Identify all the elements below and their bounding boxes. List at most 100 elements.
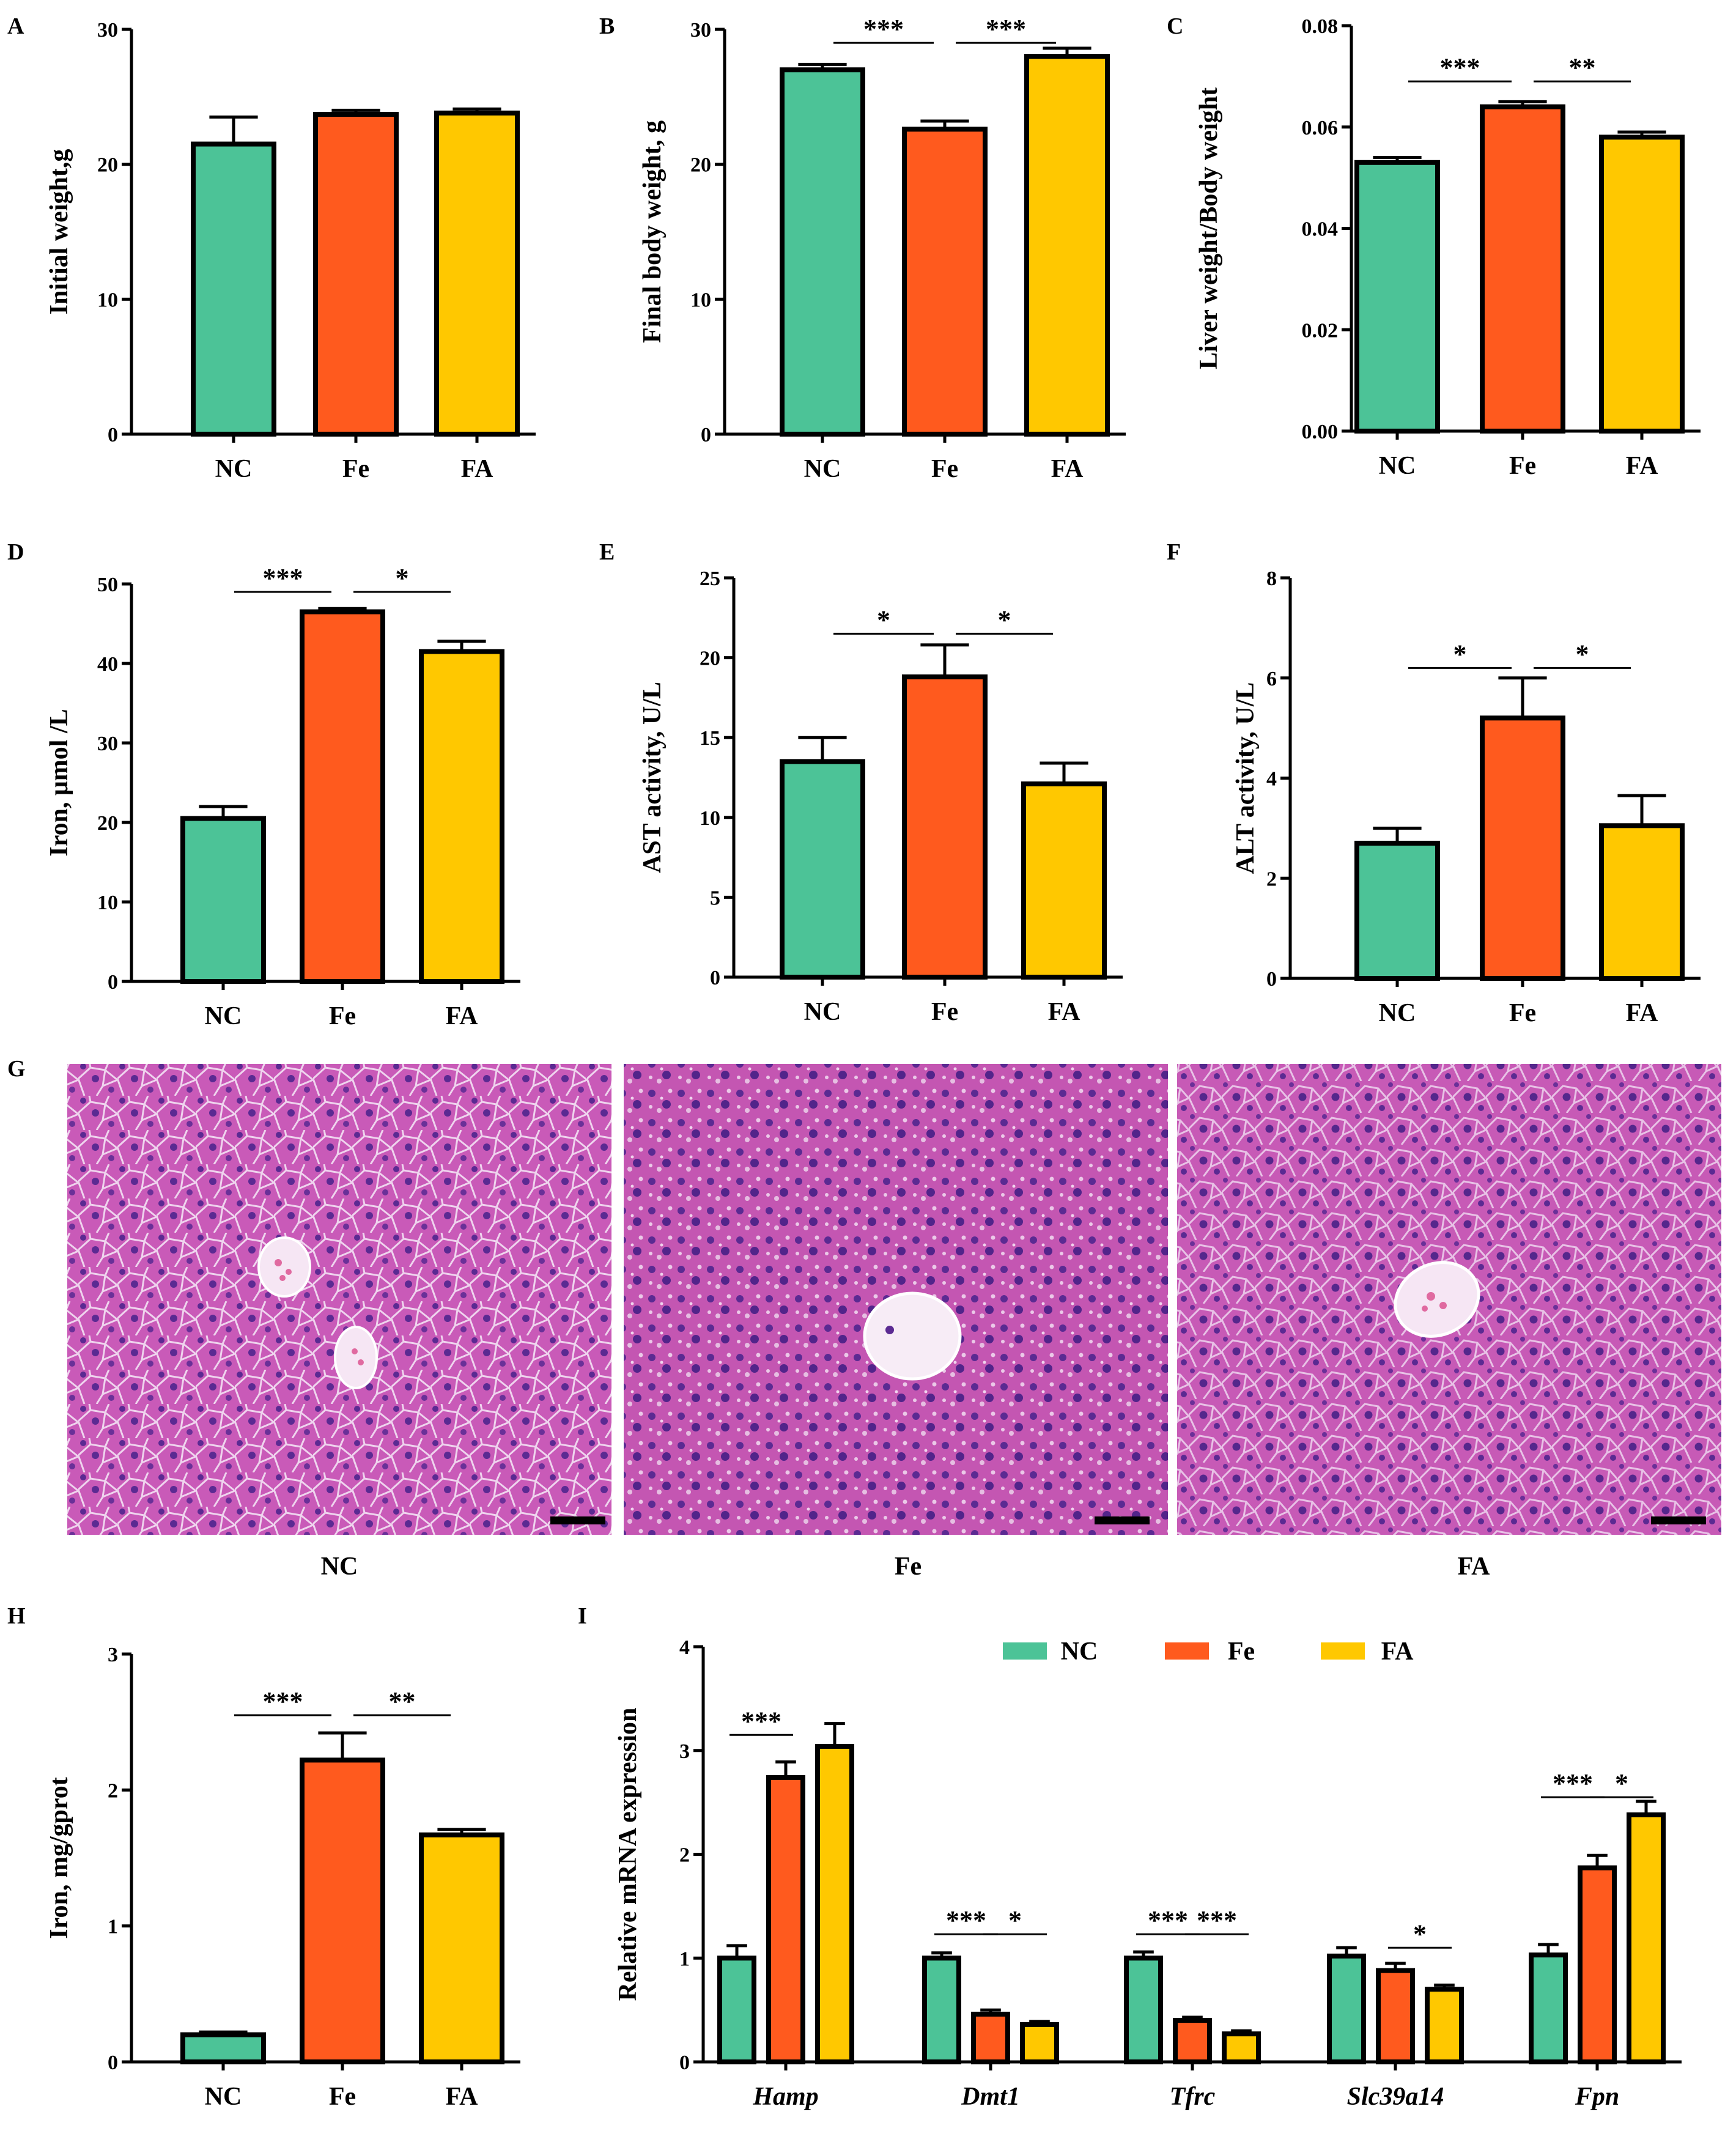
panel-letter-g: G [7, 1056, 26, 1082]
chart-d-y-tick-label: 20 [97, 812, 118, 835]
central-vein [1394, 1261, 1480, 1338]
chart-i-bar-dmt1-nc [922, 1956, 961, 2064]
scale-bar [1651, 1516, 1706, 1524]
chart-b-significance-label: *** [863, 14, 904, 44]
chart-d-y-tick-label: 30 [97, 733, 118, 755]
chart-i-legend-label-fa: FA [1381, 1638, 1414, 1666]
chart-h-y-tick-label: 0 [108, 2052, 118, 2074]
panel-letter-b: B [599, 13, 615, 39]
chart-i-bar-tfrc-fa [1222, 2031, 1261, 2064]
chart-i-significance-label: * [1008, 1905, 1022, 1935]
chart-b-bar-fe [902, 127, 988, 437]
scale-bar [550, 1516, 605, 1524]
chart-e-x-tick-label-fa: FA [1048, 998, 1081, 1026]
chart-c-y-tick-label: 0.00 [1302, 421, 1339, 443]
chart-h-x-tick-label-nc: NC [205, 2083, 242, 2111]
central-vein-1 [257, 1236, 311, 1298]
chart-b-y-tick-label: 20 [690, 154, 711, 177]
micrograph-fe [624, 1064, 1168, 1535]
chart-i-significance-label: *** [741, 1706, 781, 1736]
micrograph-fa [1177, 1064, 1721, 1535]
micrograph-label-nc: NC [321, 1553, 358, 1581]
chart-a-y-tick-label: 0 [108, 424, 118, 446]
chart-i-x-tick-label-slc39a14: Slc39a14 [1347, 2083, 1444, 2111]
chart-d-y-tick-label: 0 [108, 971, 118, 994]
chart-i-bar-tfrc-fe [1173, 2018, 1212, 2065]
chart-e-bar-fe [902, 674, 988, 980]
chart-i-bar-hamp-fa [815, 1743, 854, 2064]
micrograph-nc-tissue [67, 1064, 611, 1535]
chart-d-bar-fa [419, 649, 504, 984]
chart-a-x-tick-label-nc: NC [215, 455, 253, 483]
scale-bar [1095, 1516, 1150, 1524]
panel-letter-h: H [7, 1603, 26, 1629]
chart-i-x-tick-label-hamp: Hamp [752, 2083, 818, 2111]
chart-d-x-tick-label-fa: FA [446, 1002, 479, 1030]
chart-i-bar-slc39a14-fe [1376, 1968, 1415, 2065]
chart-a-bar-fa [434, 110, 520, 437]
chart-i-y-tick-label: 2 [679, 1844, 690, 1867]
chart-c-x-tick-label-fa: FA [1626, 452, 1659, 480]
chart-e-y-tick-label: 5 [710, 887, 720, 909]
chart-a-y-tick-label: 30 [97, 19, 118, 42]
chart-c-y-axis-label: Liver weight/Body weight [1195, 87, 1223, 369]
chart-e-ast-activity: 0 5 10 15 20 25 AST activity, U/L NC Fe FA * * [638, 567, 1123, 1026]
chart-f-y-tick-label: 2 [1266, 868, 1277, 890]
chart-i-bar-dmt1-fe [971, 2011, 1010, 2065]
chart-e-significance-label: * [877, 605, 890, 635]
chart-c-x-tick-label-fe: Fe [1509, 452, 1536, 480]
chart-a-y-tick-label: 20 [97, 154, 118, 177]
chart-c-y-tick-label: 0.02 [1302, 319, 1339, 342]
chart-i-bar-hamp-nc [717, 1956, 756, 2064]
chart-i-bar-dmt1-fa [1020, 2022, 1059, 2064]
chart-b-y-tick-label: 0 [701, 424, 711, 446]
chart-i-significance-label: *** [1553, 1768, 1593, 1798]
chart-c-y-tick-label: 0.08 [1302, 15, 1339, 38]
chart-h-bar-fa [419, 1832, 504, 2065]
chart-c-liver-body-ratio: 0.00 0.02 0.04 0.06 0.08 Liver weight/Body we… [1195, 15, 1701, 480]
chart-h-y-tick-label: 1 [108, 1916, 118, 1938]
chart-i-y-axis-label: Relative mRNA expression [614, 1708, 642, 2001]
chart-h-significance-label: *** [263, 1686, 303, 1716]
chart-i-legend-label-fe: Fe [1228, 1638, 1255, 1666]
chart-i-bar-fpn-fa [1627, 1812, 1666, 2065]
chart-e-y-tick-label: 25 [700, 567, 720, 590]
chart-b-y-tick-label: 30 [690, 19, 711, 42]
micrograph-label-fe: Fe [895, 1553, 922, 1581]
chart-b-final-body-weight: 0 10 20 30 Final body weight, g NC Fe FA *** *** [638, 14, 1126, 483]
panel-letter-a: A [7, 13, 24, 39]
chart-h-bar-fe [300, 1757, 385, 2064]
chart-d-bar-fe [300, 609, 385, 984]
chart-f-alt-activity: 0 2 4 6 8 ALT activity, U/L NC Fe FA * * [1232, 567, 1701, 1027]
chart-e-y-tick-label: 20 [700, 648, 720, 670]
chart-e-y-tick-label: 10 [700, 807, 720, 830]
panel-letter-i: I [578, 1603, 587, 1629]
chart-i-mrna-expression: 0 1 2 3 4 Relative mRNA expression Hamp Dmt1 Tfr… [614, 1636, 1682, 2111]
chart-a-x-tick-label-fe: Fe [342, 455, 369, 483]
panel-letter-f: F [1167, 539, 1181, 565]
panel-letter-e: E [599, 539, 615, 565]
chart-b-bar-nc [780, 67, 865, 437]
micrograph-label-fa: FA [1458, 1553, 1491, 1581]
chart-i-significance-label: *** [1197, 1905, 1237, 1935]
chart-e-y-axis-label: AST activity, U/L [638, 682, 667, 873]
chart-i-x-tick-label-fpn: Fpn [1575, 2083, 1619, 2111]
chart-i-bar-fpn-fe [1578, 1865, 1617, 2064]
chart-h-x-tick-label-fe: Fe [329, 2083, 356, 2111]
chart-b-significance-label: *** [986, 14, 1026, 44]
chart-d-x-tick-label-fe: Fe [329, 1002, 356, 1030]
chart-e-bar-fa [1021, 781, 1107, 980]
chart-b-y-tick-label: 10 [690, 289, 711, 311]
chart-d-bar-nc [180, 816, 266, 984]
chart-c-y-tick-label: 0.06 [1302, 117, 1339, 139]
chart-e-bar-nc [780, 759, 865, 980]
chart-d-y-axis-label: Iron, μmol /L [45, 709, 73, 856]
chart-i-legend-swatch-fa [1321, 1642, 1365, 1660]
chart-d-y-tick-label: 10 [97, 892, 118, 914]
chart-i-bar-tfrc-nc [1124, 1956, 1163, 2064]
chart-e-y-tick-label: 15 [700, 727, 720, 750]
chart-i-significance-label: * [1413, 1919, 1427, 1949]
